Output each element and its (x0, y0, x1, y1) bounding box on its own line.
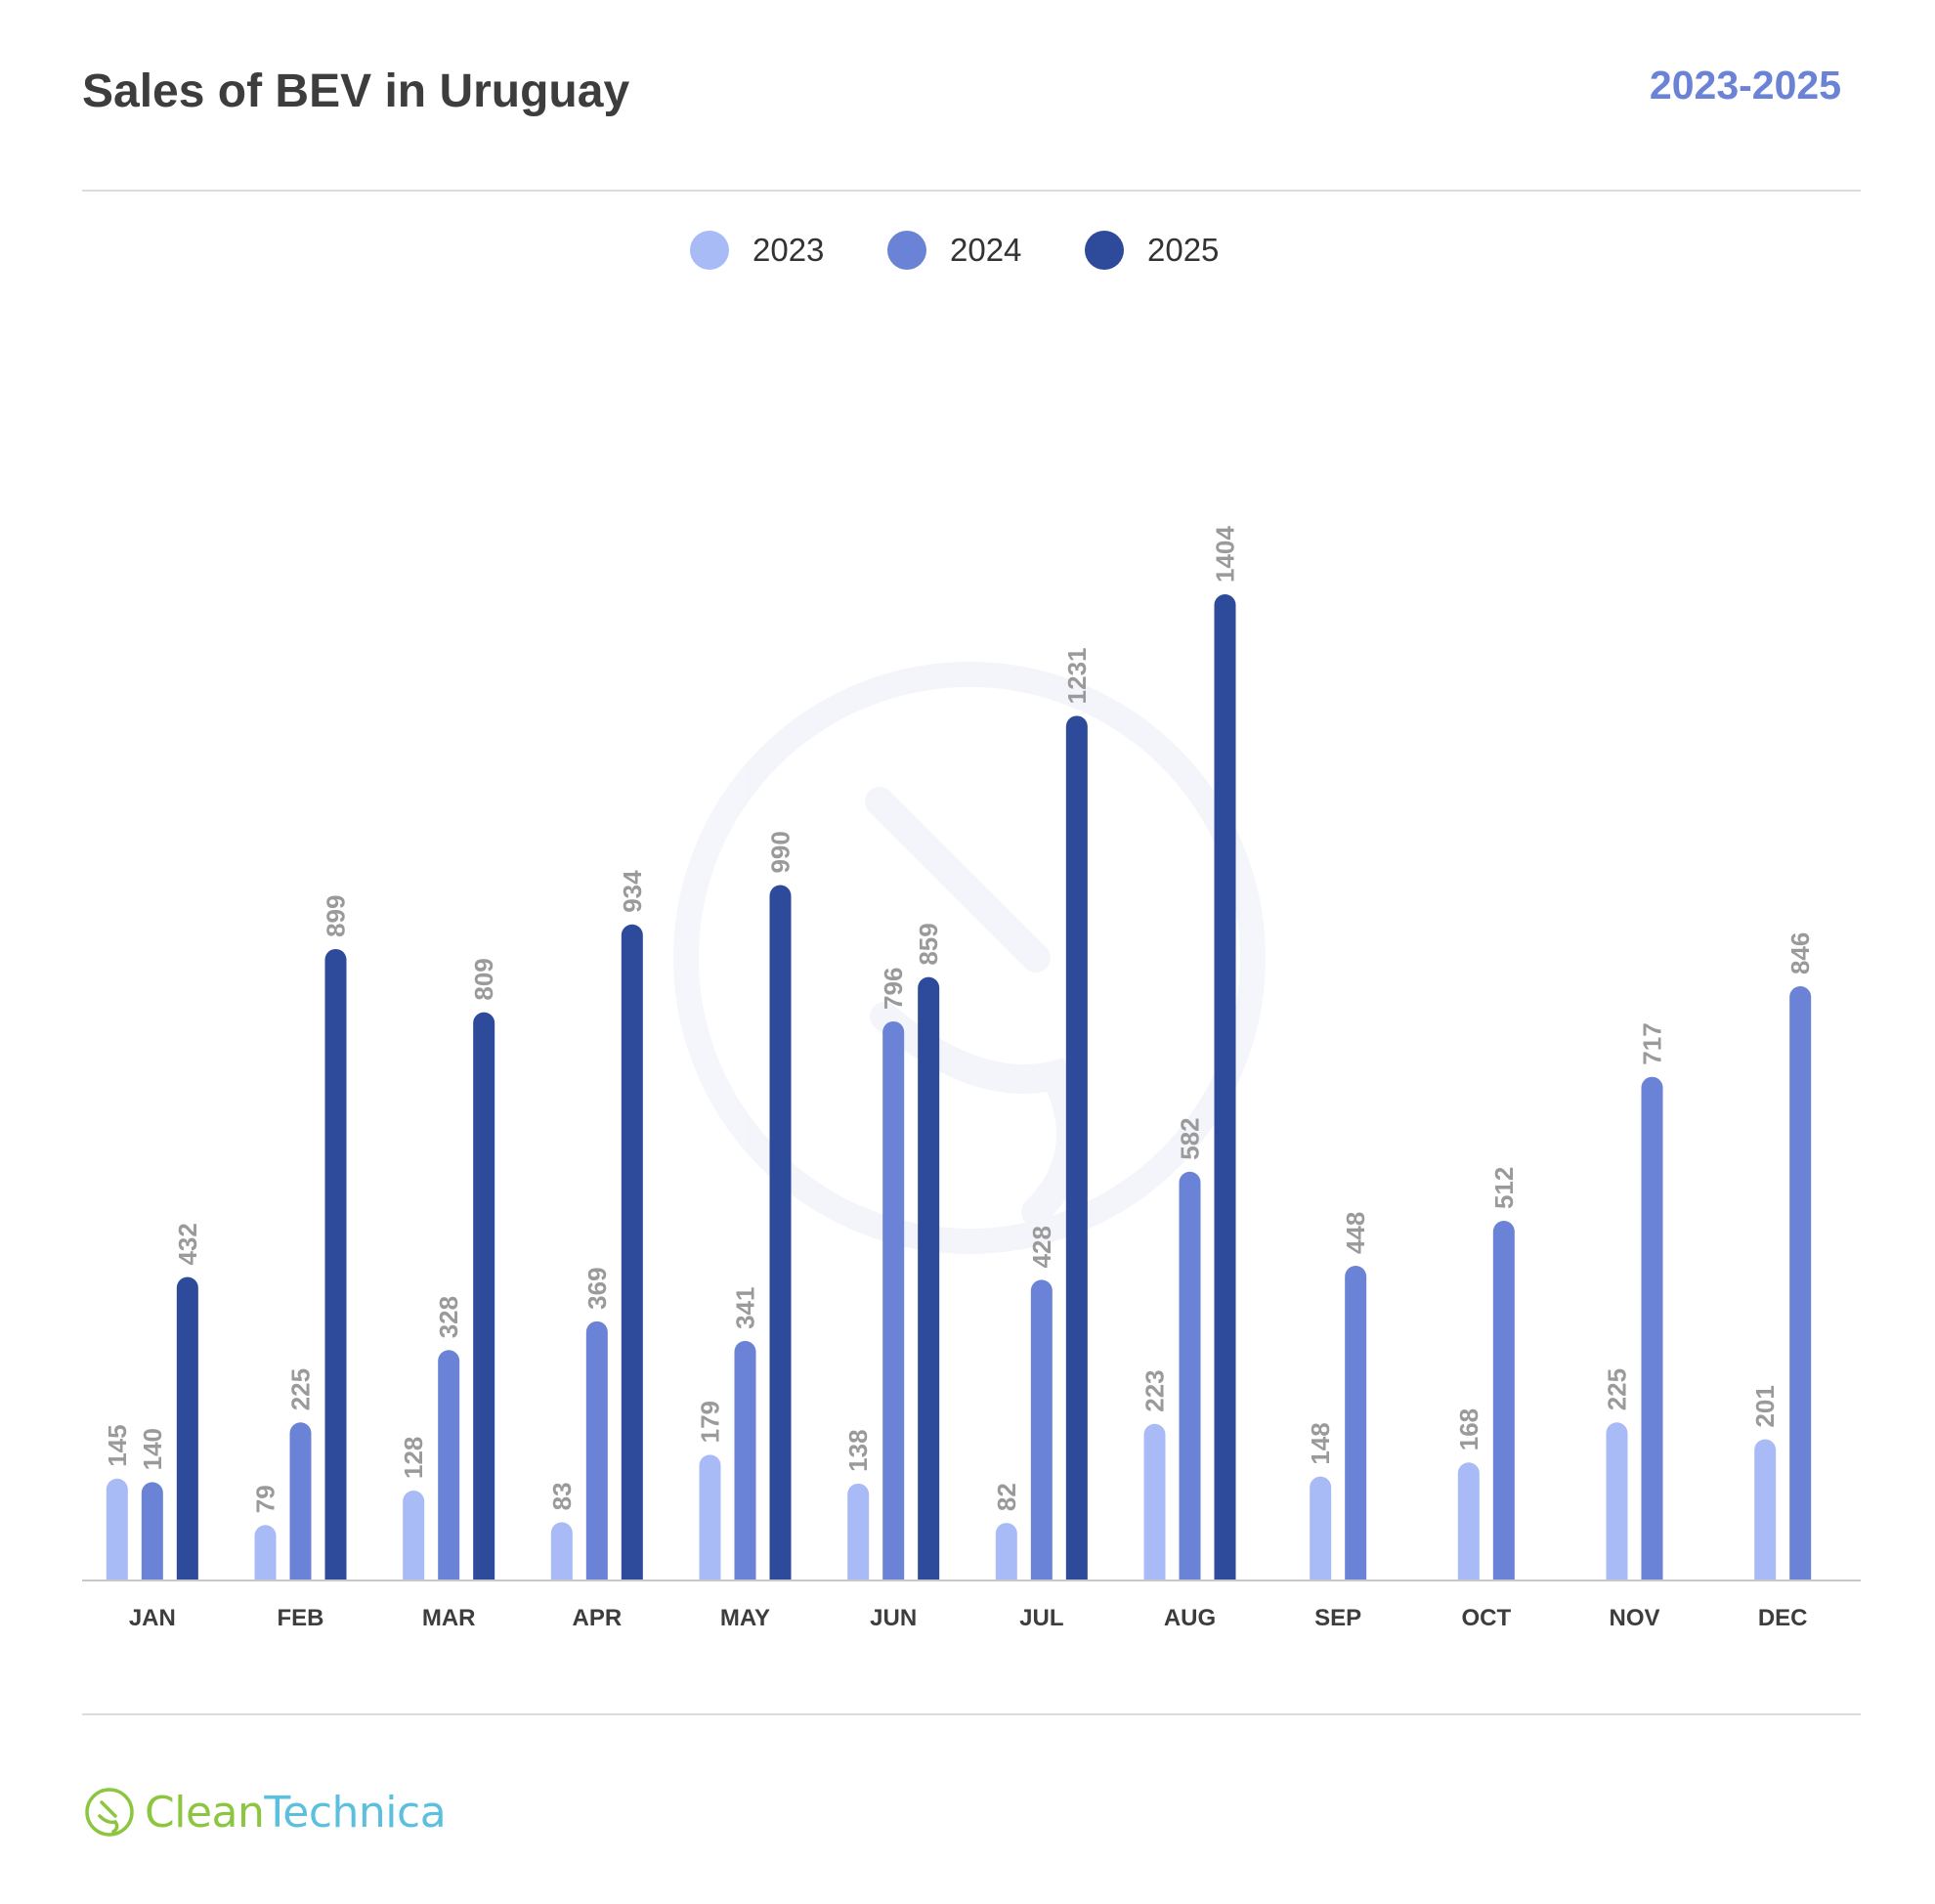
value-label-feb-2023: 79 (251, 1485, 280, 1513)
x-axis-labels: JAN FEB MAR APR MAY JUN JUL AUG SEP OCT NOV DEC (129, 1605, 1808, 1631)
plug-logo-icon (85, 1788, 134, 1837)
value-label-jul-2024: 428 (1027, 1226, 1056, 1268)
bar-jun-2024 (882, 1020, 905, 1580)
value-label-aug-2023: 223 (1140, 1369, 1170, 1411)
bar-jun-2025 (918, 976, 940, 1580)
value-label-may-2024: 341 (731, 1287, 760, 1329)
legend-swatch-2024 (887, 231, 926, 270)
x-tick-label-aug: AUG (1164, 1605, 1216, 1631)
bar-nov-2024 (1641, 1076, 1663, 1580)
x-tick-label-feb: FEB (278, 1605, 324, 1631)
legend-item-2025: 2025 (1085, 227, 1219, 274)
value-label-jun-2023: 138 (843, 1429, 873, 1471)
bar-apr-2023 (550, 1522, 573, 1580)
bars-layer: 145 140 432 79 225 899 128 328 809 83 369 934 179 341… (103, 526, 1815, 1580)
value-label-dec-2023: 201 (1750, 1385, 1780, 1427)
logo-text-clean: Clean (145, 1787, 265, 1838)
value-label-feb-2024: 225 (286, 1368, 316, 1410)
value-label-mar-2025: 809 (469, 958, 498, 1000)
bar-jul-2024 (1030, 1279, 1053, 1580)
bar-aug-2024 (1179, 1171, 1201, 1580)
x-tick-label-jul: JUL (1019, 1605, 1063, 1631)
value-label-jun-2024: 796 (879, 968, 908, 1010)
value-label-nov-2024: 717 (1638, 1022, 1667, 1064)
value-label-nov-2023: 225 (1603, 1368, 1632, 1410)
x-tick-label-apr: APR (572, 1605, 622, 1631)
bar-mar-2023 (403, 1491, 425, 1580)
bar-may-2024 (734, 1340, 756, 1580)
chart-date-range: 2023-2025 (1649, 63, 1841, 108)
value-label-jun-2025: 859 (914, 923, 943, 965)
value-label-jan-2025: 432 (173, 1223, 202, 1265)
bar-apr-2024 (585, 1320, 608, 1580)
bar-jan-2023 (106, 1478, 128, 1580)
legend-item-2024: 2024 (887, 227, 1021, 274)
bar-jul-2023 (995, 1523, 1017, 1580)
value-label-jan-2024: 140 (138, 1428, 167, 1470)
chart-legend: 2023 2024 2025 (0, 227, 1935, 276)
bar-may-2023 (699, 1454, 721, 1580)
value-label-sep-2023: 148 (1306, 1422, 1335, 1464)
bar-feb-2024 (289, 1422, 312, 1580)
cleantechnica-logo: Clean Technica (82, 1785, 447, 1839)
watermark-plug-icon (865, 787, 1086, 1227)
watermark-ring (673, 662, 1266, 1254)
value-label-mar-2024: 328 (434, 1296, 463, 1338)
x-tick-label-sep: SEP (1314, 1605, 1361, 1631)
bar-mar-2025 (473, 1012, 495, 1580)
value-label-aug-2024: 582 (1176, 1117, 1205, 1159)
bar-jan-2024 (141, 1482, 163, 1580)
bar-feb-2025 (324, 948, 347, 1580)
value-label-jan-2023: 145 (103, 1424, 132, 1466)
bar-dec-2024 (1789, 986, 1812, 1580)
value-label-apr-2023: 83 (547, 1482, 577, 1510)
value-label-jul-2025: 1231 (1062, 647, 1092, 704)
bar-mar-2024 (438, 1350, 460, 1580)
legend-label-2023: 2023 (752, 232, 825, 268)
x-tick-label-dec: DEC (1758, 1605, 1808, 1631)
x-tick-label-mar: MAR (422, 1605, 476, 1631)
x-tick-label-jun: JUN (870, 1605, 917, 1631)
bar-aug-2023 (1143, 1423, 1166, 1580)
value-label-aug-2025: 1404 (1211, 526, 1240, 583)
bar-chart: 145 140 432 79 225 899 128 328 809 83 369 934 179 341… (82, 526, 1861, 1631)
x-tick-label-nov: NOV (1609, 1605, 1659, 1631)
legend-item-2023: 2023 (690, 227, 824, 274)
x-tick-label-may: MAY (720, 1605, 770, 1631)
value-label-sep-2024: 448 (1341, 1212, 1370, 1254)
bar-sep-2023 (1310, 1476, 1332, 1580)
value-label-feb-2025: 899 (322, 895, 351, 937)
chart-title: Sales of BEV in Uruguay (82, 65, 630, 117)
legend-swatch-2025 (1085, 231, 1124, 270)
bar-jun-2023 (847, 1483, 870, 1580)
bar-oct-2024 (1492, 1221, 1515, 1580)
bar-dec-2023 (1754, 1439, 1777, 1580)
bottom-divider (82, 1713, 1861, 1715)
value-label-mar-2023: 128 (399, 1437, 428, 1479)
top-divider (82, 190, 1861, 192)
bar-jul-2025 (1065, 715, 1088, 1580)
bar-aug-2025 (1214, 594, 1236, 1580)
bar-oct-2023 (1457, 1462, 1480, 1580)
bar-sep-2024 (1345, 1266, 1367, 1580)
value-label-may-2025: 990 (766, 831, 796, 873)
value-label-dec-2024: 846 (1785, 932, 1815, 974)
bar-apr-2025 (621, 924, 643, 1580)
logo-text-technica: Technica (264, 1787, 447, 1838)
legend-label-2024: 2024 (950, 232, 1022, 268)
x-tick-label-jan: JAN (129, 1605, 176, 1631)
legend-swatch-2023 (690, 231, 729, 270)
value-label-apr-2025: 934 (618, 870, 647, 913)
bar-feb-2023 (254, 1525, 277, 1580)
legend-label-2025: 2025 (1147, 232, 1220, 268)
value-label-apr-2024: 369 (582, 1267, 612, 1309)
value-label-oct-2024: 512 (1489, 1167, 1519, 1209)
bar-jan-2025 (176, 1277, 198, 1580)
value-label-jul-2023: 82 (992, 1483, 1021, 1511)
value-label-oct-2023: 168 (1454, 1408, 1484, 1450)
x-tick-label-oct: OCT (1461, 1605, 1511, 1631)
value-label-may-2023: 179 (696, 1401, 725, 1443)
bar-nov-2023 (1606, 1422, 1628, 1580)
bar-may-2025 (769, 885, 792, 1580)
